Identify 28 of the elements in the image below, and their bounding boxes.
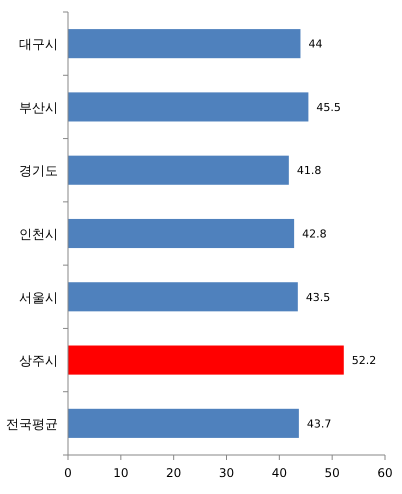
y-tick-label: 경기도 xyxy=(19,164,58,180)
bar xyxy=(68,29,300,58)
x-tick-label: 30 xyxy=(218,466,234,480)
y-tick-label: 인천시 xyxy=(19,228,58,242)
bar xyxy=(68,282,298,312)
data-label: 42.8 xyxy=(302,228,327,240)
data-label: 44 xyxy=(308,38,322,51)
data-label: 43.7 xyxy=(306,417,332,430)
x-tick-label: 0 xyxy=(64,466,72,480)
data-label: 45.5 xyxy=(316,100,341,114)
bar xyxy=(68,346,344,375)
y-tick-label: 서울시 xyxy=(19,290,58,306)
x-tick-label: 50 xyxy=(324,466,340,480)
y-tick-label: 대구시 xyxy=(19,38,58,53)
x-tick-label: 20 xyxy=(166,466,182,480)
bar xyxy=(68,92,308,122)
x-tick-label: 10 xyxy=(113,466,128,480)
x-tick-label: 60 xyxy=(377,466,393,480)
x-tick-label: 40 xyxy=(272,466,287,480)
y-tick-label: 전국평균 xyxy=(6,417,58,432)
y-tick-label: 상주시 xyxy=(19,354,58,370)
bar xyxy=(68,218,294,248)
data-label: 52.2 xyxy=(352,354,376,368)
bar xyxy=(68,408,299,438)
data-label: 41.8 xyxy=(296,164,322,178)
data-label: 43.5 xyxy=(306,290,330,304)
bar xyxy=(68,156,289,185)
y-tick-label: 부산시 xyxy=(19,100,58,116)
